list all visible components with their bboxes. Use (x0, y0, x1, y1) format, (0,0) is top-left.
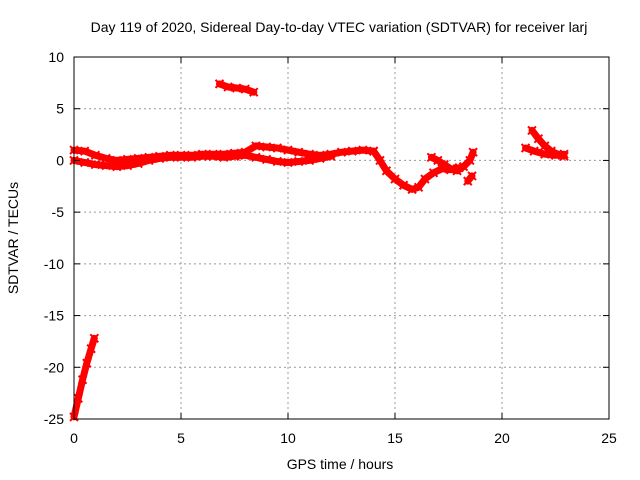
data-point (283, 145, 293, 155)
data-point (552, 149, 563, 159)
data-point (272, 156, 283, 167)
data-point (165, 152, 176, 163)
data-point (358, 145, 368, 155)
data-point (428, 168, 439, 178)
data-point (465, 155, 475, 166)
data-point (133, 158, 143, 169)
data-point (559, 151, 569, 161)
data-point (529, 146, 539, 156)
data-marks (69, 79, 569, 422)
y-axis-label: SDTVAR / TECUs (5, 182, 21, 294)
y-tick-label: 5 (56, 101, 64, 117)
x-axis-label: GPS time / hours (287, 456, 394, 472)
data-point (79, 157, 90, 168)
data-point (468, 147, 478, 157)
x-tick-label: 0 (70, 430, 78, 446)
axes: 0 5 10 15 20 25 -25 -20 -15 -10 -5 0 5 10 (44, 49, 617, 446)
data-point (433, 155, 443, 166)
chart-title: Day 119 of 2020, Sidereal Day-to-day VTE… (91, 19, 588, 35)
data-point (219, 152, 229, 163)
y-tick-label: -10 (44, 256, 64, 272)
data-point (240, 84, 250, 94)
data-point (261, 142, 272, 152)
x-tick-label: 20 (494, 430, 510, 446)
data-point (520, 143, 531, 153)
data-point (73, 393, 83, 404)
data-point (390, 174, 400, 184)
data-point (420, 174, 430, 184)
data-point (101, 153, 111, 164)
data-point (426, 152, 437, 163)
data-point (293, 147, 304, 157)
data-point (154, 153, 165, 164)
data-point (86, 343, 96, 354)
y-tick-label: 10 (48, 49, 64, 65)
data-point (452, 166, 462, 176)
data-point (304, 155, 315, 166)
data-point (214, 79, 225, 89)
data-point (144, 155, 154, 166)
y-tick-label: -5 (52, 204, 65, 220)
data-point (293, 156, 304, 167)
data-point (90, 150, 101, 160)
data-point (240, 150, 250, 160)
data-point (77, 374, 88, 385)
data-point (375, 155, 385, 166)
y-tick-label: -15 (44, 308, 64, 324)
data-point (336, 147, 347, 157)
data-point (381, 166, 392, 176)
data-point (272, 143, 283, 153)
data-point (231, 83, 242, 93)
data-point (79, 146, 90, 156)
data-point (398, 180, 409, 190)
data-point (112, 161, 122, 172)
data-point (413, 182, 424, 193)
data-point (439, 159, 449, 170)
data-point (527, 125, 537, 136)
data-point (347, 146, 357, 156)
x-tick-label: 15 (387, 430, 403, 446)
x-tick-label: 10 (280, 430, 296, 446)
grid (74, 57, 609, 419)
data-point (197, 151, 208, 161)
data-point (82, 358, 92, 368)
data-point (251, 152, 261, 163)
data-point (223, 82, 233, 92)
data-point (368, 146, 379, 156)
data-point (176, 152, 186, 163)
data-point (407, 184, 417, 195)
data-point (186, 152, 197, 163)
plot-frame (73, 56, 610, 420)
data-point (249, 87, 259, 97)
y-tick-label: -20 (44, 359, 64, 375)
data-point (261, 154, 272, 165)
data-point (90, 159, 101, 170)
data-point (229, 151, 240, 161)
x-tick-label: 5 (177, 430, 185, 446)
data-point (445, 163, 456, 174)
data-point (122, 160, 133, 171)
y-tick-label: -25 (44, 411, 64, 427)
data-point (533, 134, 544, 144)
data-point (326, 151, 336, 161)
data-point (546, 146, 556, 156)
data-point (101, 160, 111, 171)
data-point (467, 171, 477, 181)
data-point (283, 157, 293, 168)
data-point (251, 141, 261, 151)
x-tick-label: 25 (601, 430, 617, 446)
data-point (89, 333, 100, 344)
data-point (208, 151, 218, 161)
y-tick-label: 0 (56, 152, 64, 168)
data-point (315, 153, 325, 164)
